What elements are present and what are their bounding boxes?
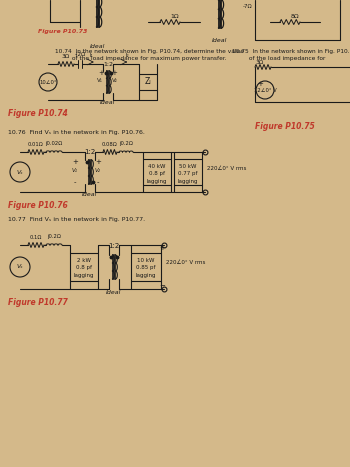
Text: 0.08Ω: 0.08Ω: [102, 142, 118, 147]
Text: j0.2Ω: j0.2Ω: [119, 141, 133, 146]
Text: 40 kW: 40 kW: [148, 164, 166, 170]
Text: 10∠0°: 10∠0°: [39, 79, 57, 85]
Text: Ideal: Ideal: [106, 290, 122, 295]
Text: j0.02Ω: j0.02Ω: [46, 141, 63, 146]
Text: +: +: [95, 159, 101, 165]
Text: 10.74  In the network shown in Fig. P10.74, determine the value: 10.74 In the network shown in Fig. P10.7…: [55, 49, 244, 54]
Text: 1:2: 1:2: [84, 149, 96, 155]
Text: 3Ω: 3Ω: [62, 54, 70, 59]
Text: lagging: lagging: [136, 273, 156, 277]
Text: 0.01Ω: 0.01Ω: [28, 142, 44, 147]
Text: +: +: [98, 70, 104, 76]
Text: 10.76  Find Vₛ in the network in Fig. P10.76.: 10.76 Find Vₛ in the network in Fig. P10…: [8, 130, 145, 135]
Bar: [143, 159, 171, 185]
Text: 0.1Ω: 0.1Ω: [30, 235, 42, 240]
Text: 12∠0° V: 12∠0° V: [254, 87, 276, 92]
Text: I₁: I₁: [89, 53, 93, 58]
Text: Ideal: Ideal: [82, 192, 98, 198]
Text: Vₛ: Vₛ: [17, 264, 23, 269]
Text: −: −: [159, 283, 165, 289]
Text: lagging: lagging: [74, 273, 94, 277]
Text: +: +: [257, 81, 263, 87]
Text: 10.75  In the network shown in Fig. P10.75,: 10.75 In the network shown in Fig. P10.7…: [232, 49, 350, 54]
Text: +: +: [111, 70, 117, 76]
Text: 2 kW: 2 kW: [77, 259, 91, 263]
Text: of the load impedance for: of the load impedance for: [232, 56, 326, 61]
Text: 0.77 pf: 0.77 pf: [178, 171, 198, 177]
Text: 1Ω: 1Ω: [171, 14, 179, 20]
Text: 50 kW: 50 kW: [179, 164, 197, 170]
Text: 8Ω: 8Ω: [291, 14, 299, 20]
Text: 0.8 pf: 0.8 pf: [149, 171, 165, 177]
Text: I₂: I₂: [125, 53, 129, 58]
Text: Ideal: Ideal: [90, 44, 106, 50]
Text: Figure P10.75: Figure P10.75: [255, 122, 315, 131]
Text: lagging: lagging: [147, 178, 167, 184]
Text: of the load impedance for maximum power transfer.: of the load impedance for maximum power …: [55, 56, 227, 61]
Text: 220∠0° V rms: 220∠0° V rms: [166, 260, 205, 264]
Text: +: +: [72, 159, 78, 165]
Text: V₂: V₂: [95, 168, 101, 172]
Bar: [139, 74, 157, 90]
Text: -7Ω: -7Ω: [243, 3, 253, 8]
Text: V₂: V₂: [112, 78, 118, 83]
Text: 0.85 pf: 0.85 pf: [136, 266, 156, 270]
Text: V₁: V₁: [72, 168, 78, 172]
Text: -j2Ω: -j2Ω: [75, 52, 85, 57]
Text: +: +: [159, 245, 165, 251]
Text: 1:2: 1:2: [103, 62, 113, 67]
Text: Figure P10.77: Figure P10.77: [8, 298, 68, 307]
Bar: [174, 159, 202, 185]
Text: 220∠0° V rms: 220∠0° V rms: [207, 167, 246, 171]
Text: V₁: V₁: [97, 78, 103, 83]
Text: Figure P10.73: Figure P10.73: [38, 29, 88, 35]
Text: j0.2Ω: j0.2Ω: [47, 234, 61, 239]
Text: 10.77  Find Vₛ in the network in Fig. P10.77.: 10.77 Find Vₛ in the network in Fig. P10…: [8, 217, 145, 222]
Text: Ideal: Ideal: [212, 37, 228, 42]
Text: Zₗ: Zₗ: [145, 78, 151, 86]
Text: 10 kW: 10 kW: [137, 259, 155, 263]
Text: -: -: [74, 179, 76, 185]
Text: Figure P10.74: Figure P10.74: [8, 109, 68, 118]
Bar: [131, 253, 161, 281]
Text: 1:2: 1:2: [108, 243, 120, 249]
Text: -: -: [97, 179, 99, 185]
Text: 3Ω: 3Ω: [255, 61, 263, 65]
Text: lagging: lagging: [178, 178, 198, 184]
Text: Ideal: Ideal: [100, 100, 116, 106]
Text: Vₛ: Vₛ: [17, 170, 23, 175]
Text: 0.8 pf: 0.8 pf: [76, 266, 92, 270]
Text: Figure P10.76: Figure P10.76: [8, 201, 68, 210]
Bar: [70, 253, 98, 281]
